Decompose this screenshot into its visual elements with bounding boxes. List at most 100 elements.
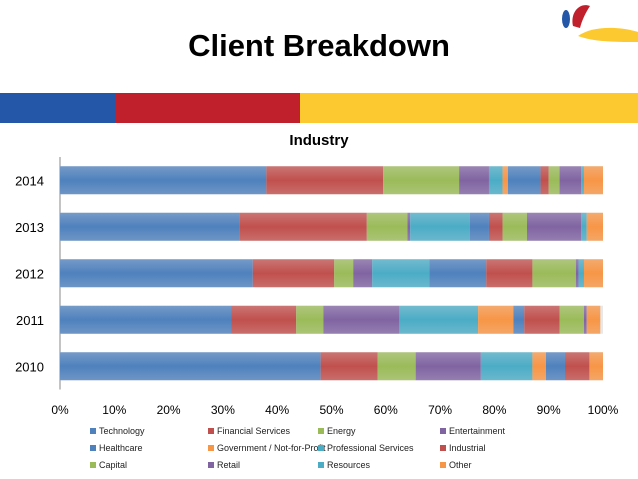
bar-segment — [239, 212, 367, 241]
legend-label: Healthcare — [99, 443, 143, 453]
legend-item: Government / Not-for-Profit — [208, 443, 326, 453]
bar-segment — [507, 166, 541, 195]
category-label: 2013 — [15, 220, 44, 235]
bar-segment — [502, 166, 508, 195]
bar-segment — [252, 259, 335, 288]
bar-segment — [586, 305, 601, 334]
x-tick-label: 100% — [588, 403, 619, 417]
bar-segment — [575, 259, 579, 288]
bar-segment — [532, 259, 576, 288]
brand-band-yellow — [300, 93, 638, 123]
x-tick-label: 60% — [374, 403, 398, 417]
category-label: 2014 — [15, 173, 44, 188]
bar-segment — [334, 259, 354, 288]
legend-label: Other — [449, 460, 472, 470]
legend-item: Healthcare — [90, 443, 143, 453]
bar-segment — [524, 305, 560, 334]
bar-segment — [296, 305, 324, 334]
bar-segment — [559, 305, 584, 334]
legend-swatch — [90, 462, 96, 468]
bar-segment — [231, 305, 297, 334]
legend-label: Industrial — [449, 443, 486, 453]
bar-segment — [383, 166, 460, 195]
bar-segment — [526, 212, 582, 241]
chart-title: Industry — [289, 132, 349, 149]
bar-segment — [586, 212, 603, 241]
legend-swatch — [208, 428, 214, 434]
category-label: 2012 — [15, 266, 44, 281]
x-tick-label: 90% — [537, 403, 561, 417]
legend-label: Government / Not-for-Profit — [217, 443, 326, 453]
legend-swatch — [440, 428, 446, 434]
legend-label: Financial Services — [217, 426, 291, 436]
legend-item: Industrial — [440, 443, 486, 453]
bar-segment — [502, 212, 527, 241]
bar-segment — [266, 166, 384, 195]
legend-swatch — [318, 445, 324, 451]
bar-segment — [532, 352, 546, 381]
bar-segment — [60, 212, 240, 241]
bar-segment — [459, 166, 489, 195]
legend-item: Retail — [208, 460, 240, 470]
slide-title: Client Breakdown — [188, 28, 450, 63]
legend-swatch — [440, 462, 446, 468]
bar-segment — [488, 166, 503, 195]
bar-segment — [60, 352, 321, 381]
bar-segment — [513, 305, 525, 334]
legend-item: Professional Services — [318, 443, 414, 453]
legend-label: Capital — [99, 460, 128, 470]
bar-segment — [581, 166, 584, 195]
legend-item: Capital — [90, 460, 127, 470]
legend-label: Professional Services — [327, 443, 414, 453]
legend-swatch — [440, 445, 446, 451]
bar-segment — [589, 352, 603, 381]
legend-label: Retail — [217, 460, 241, 470]
bar-segment — [60, 305, 232, 334]
legend-item: Financial Services — [208, 426, 290, 436]
x-tick-label: 10% — [102, 403, 126, 417]
bar-segment — [486, 259, 533, 288]
bar-segment — [60, 259, 253, 288]
bar-segment — [353, 259, 373, 288]
legend-item: Energy — [318, 426, 356, 436]
bar-segment — [478, 305, 514, 334]
bar-segment — [581, 212, 587, 241]
x-tick-label: 50% — [319, 403, 343, 417]
legend-label: Resources — [327, 460, 371, 470]
bar-segment — [480, 352, 533, 381]
bar-segment — [583, 305, 587, 334]
legend-label: Technology — [99, 426, 145, 436]
bar-segment — [415, 352, 481, 381]
category-label: 2010 — [15, 359, 44, 374]
bar-segment — [559, 166, 582, 195]
legend-swatch — [208, 462, 214, 468]
category-label: 2011 — [16, 313, 44, 328]
x-tick-label: 30% — [211, 403, 235, 417]
x-tick-label: 70% — [428, 403, 452, 417]
brand-band-blue — [0, 93, 115, 123]
legend-swatch — [90, 445, 96, 451]
bar-segment — [545, 352, 565, 381]
bar-segment — [410, 212, 470, 241]
bar-segment — [578, 259, 584, 288]
legend-item: Other — [440, 460, 472, 470]
legend-item: Resources — [318, 460, 370, 470]
legend-swatch — [208, 445, 214, 451]
bar-segment — [320, 352, 378, 381]
legend-swatch — [318, 428, 324, 434]
bar-segment — [583, 166, 603, 195]
x-tick-label: 80% — [482, 403, 506, 417]
bar-segment — [429, 259, 487, 288]
bar-segment — [372, 259, 430, 288]
bar-segment — [366, 212, 408, 241]
bar-segment — [469, 212, 489, 241]
x-tick-label: 0% — [51, 403, 69, 417]
bar-segment — [323, 305, 400, 334]
bar-segment — [583, 259, 603, 288]
legend-label: Energy — [327, 426, 356, 436]
bar-segment — [407, 212, 411, 241]
bar-segment — [399, 305, 479, 334]
bar-segment — [548, 166, 560, 195]
legend-item: Entertainment — [440, 426, 505, 436]
